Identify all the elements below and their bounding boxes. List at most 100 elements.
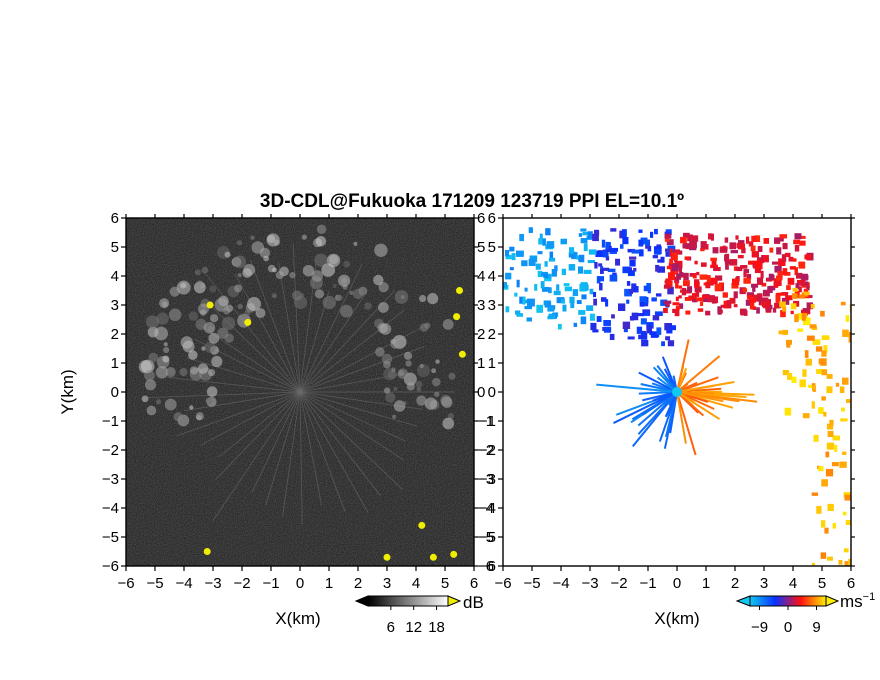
velocity-pixel <box>600 268 604 274</box>
velocity-pixel <box>784 407 792 416</box>
velocity-pixel <box>640 237 648 245</box>
velocity-pixel <box>726 300 732 309</box>
echo-blob <box>393 400 406 412</box>
echo-blob <box>209 285 217 293</box>
velocity-pixel <box>818 358 827 365</box>
echo-blob <box>237 273 242 278</box>
velocity-pixel <box>589 288 594 295</box>
x-tick-label: −6 <box>117 575 134 592</box>
echo-blob <box>314 253 328 267</box>
right-colorbar: ms−1 −9 0 9 <box>735 591 875 636</box>
velocity-pixel <box>504 249 510 257</box>
velocity-pixel <box>821 396 826 401</box>
velocity-pixel <box>763 255 769 263</box>
colorbar-tick-label: 18 <box>428 619 445 636</box>
velocity-pixel <box>666 239 674 246</box>
x-tick-label: 5 <box>818 575 826 592</box>
echo-blob <box>234 284 243 293</box>
velocity-pixel <box>846 399 851 403</box>
velocity-pixel <box>689 240 697 249</box>
velocity-pixel <box>827 430 834 438</box>
velocity-pixel <box>779 301 786 308</box>
velocity-pixel <box>793 239 800 245</box>
velocity-pixel <box>724 237 729 243</box>
velocity-pixel <box>675 296 679 302</box>
velocity-pixel <box>736 242 743 249</box>
velocity-pixel <box>805 358 812 366</box>
velocity-pixel <box>778 258 786 267</box>
velocity-pixel <box>752 284 756 292</box>
velocity-pixel <box>600 266 604 270</box>
velocity-pixel <box>539 233 543 240</box>
velocity-pixel <box>670 325 677 331</box>
velocity-pixel <box>820 520 826 528</box>
velocity-pixel <box>569 247 575 254</box>
y-tick-label: −2 <box>102 442 119 459</box>
velocity-pixel <box>578 309 586 315</box>
echo-blob <box>332 283 337 288</box>
echo-blob <box>163 342 168 347</box>
velocity-pixel <box>652 315 660 321</box>
echo-blob <box>311 270 324 282</box>
velocity-pixel <box>660 256 665 263</box>
radial-streak <box>217 391 301 458</box>
velocity-pixel <box>743 272 747 278</box>
echo-blob <box>427 293 439 305</box>
velocity-pixel <box>643 285 649 292</box>
velocity-pixel <box>798 235 806 239</box>
velocity-pixel <box>595 250 604 258</box>
x-tick-label: 3 <box>383 575 391 592</box>
velocity-pixel <box>697 308 704 312</box>
radial-velocity-streak <box>637 391 678 435</box>
velocity-pixel <box>514 292 518 297</box>
radial-streak <box>299 295 365 393</box>
left-panel <box>126 218 474 566</box>
radial-streak <box>299 391 322 506</box>
velocity-pixel <box>834 444 838 452</box>
velocity-pixel <box>761 300 770 308</box>
y-tick-label: −5 <box>102 529 119 546</box>
velocity-pixel <box>670 268 675 275</box>
velocity-pixel <box>666 265 672 270</box>
velocity-pixel <box>590 322 597 331</box>
velocity-pixel <box>746 292 754 298</box>
velocity-pixel <box>626 281 631 286</box>
velocity-pixel <box>631 283 637 290</box>
velocity-pixel <box>803 281 809 286</box>
echo-blob <box>271 293 277 299</box>
saturated-spot <box>456 287 463 294</box>
y-tick-label-right: 1 <box>477 355 485 372</box>
velocity-pixel <box>816 369 822 374</box>
velocity-pixel <box>812 339 821 345</box>
radial-streak <box>166 376 301 393</box>
radial-streak <box>249 259 301 393</box>
y-tick-label: −1 <box>479 413 496 430</box>
velocity-pixel <box>832 522 836 529</box>
radial-velocity-streak <box>676 391 721 420</box>
x-tick-label: 4 <box>412 575 420 592</box>
right-colorbar-over-triangle <box>825 595 840 607</box>
radial-streak <box>234 273 301 393</box>
velocity-pixel <box>761 282 767 287</box>
velocity-pixel <box>538 238 543 245</box>
echo-blob <box>255 308 266 319</box>
velocity-pixel <box>678 265 682 273</box>
echo-blob <box>392 414 397 419</box>
y-tick-label: −1 <box>102 413 119 430</box>
velocity-pixel <box>605 241 610 250</box>
velocity-pixel <box>609 333 615 340</box>
right-colorbar-bar <box>749 595 827 607</box>
velocity-pixel <box>799 240 806 246</box>
velocity-pixel <box>731 298 736 304</box>
saturated-spot <box>458 350 466 358</box>
velocity-pixel <box>709 277 718 285</box>
echo-blob <box>203 321 216 334</box>
echo-blob <box>204 341 216 353</box>
velocity-pixel <box>622 266 630 274</box>
velocity-pixel <box>681 287 687 296</box>
velocity-pixel <box>669 258 674 265</box>
velocity-pixel <box>731 282 739 289</box>
echo-blob <box>336 294 344 301</box>
velocity-pixel <box>603 320 611 326</box>
echo-blob <box>156 312 169 325</box>
